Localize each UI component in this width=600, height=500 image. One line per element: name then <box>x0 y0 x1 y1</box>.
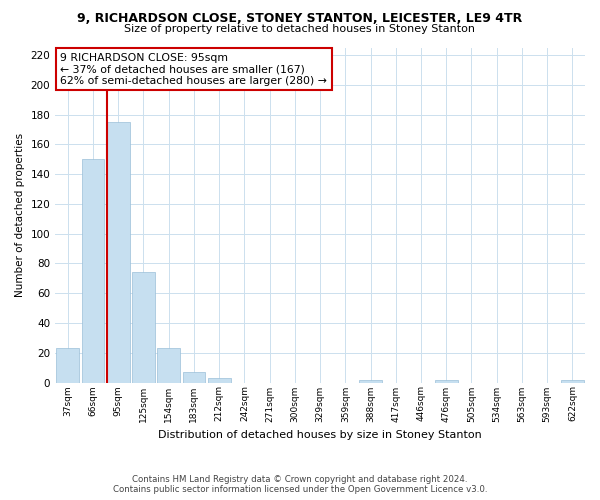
Bar <box>107 122 130 382</box>
Text: Size of property relative to detached houses in Stoney Stanton: Size of property relative to detached ho… <box>125 24 476 34</box>
Bar <box>82 159 104 382</box>
Bar <box>157 348 180 382</box>
Bar <box>359 380 382 382</box>
Text: 9, RICHARDSON CLOSE, STONEY STANTON, LEICESTER, LE9 4TR: 9, RICHARDSON CLOSE, STONEY STANTON, LEI… <box>77 12 523 26</box>
Bar <box>132 272 155 382</box>
Text: 9 RICHARDSON CLOSE: 95sqm
← 37% of detached houses are smaller (167)
62% of semi: 9 RICHARDSON CLOSE: 95sqm ← 37% of detac… <box>61 52 328 86</box>
X-axis label: Distribution of detached houses by size in Stoney Stanton: Distribution of detached houses by size … <box>158 430 482 440</box>
Bar <box>435 380 458 382</box>
Bar <box>182 372 205 382</box>
Bar <box>561 380 584 382</box>
Text: Contains HM Land Registry data © Crown copyright and database right 2024.
Contai: Contains HM Land Registry data © Crown c… <box>113 474 487 494</box>
Bar <box>208 378 230 382</box>
Bar <box>56 348 79 382</box>
Y-axis label: Number of detached properties: Number of detached properties <box>15 133 25 297</box>
